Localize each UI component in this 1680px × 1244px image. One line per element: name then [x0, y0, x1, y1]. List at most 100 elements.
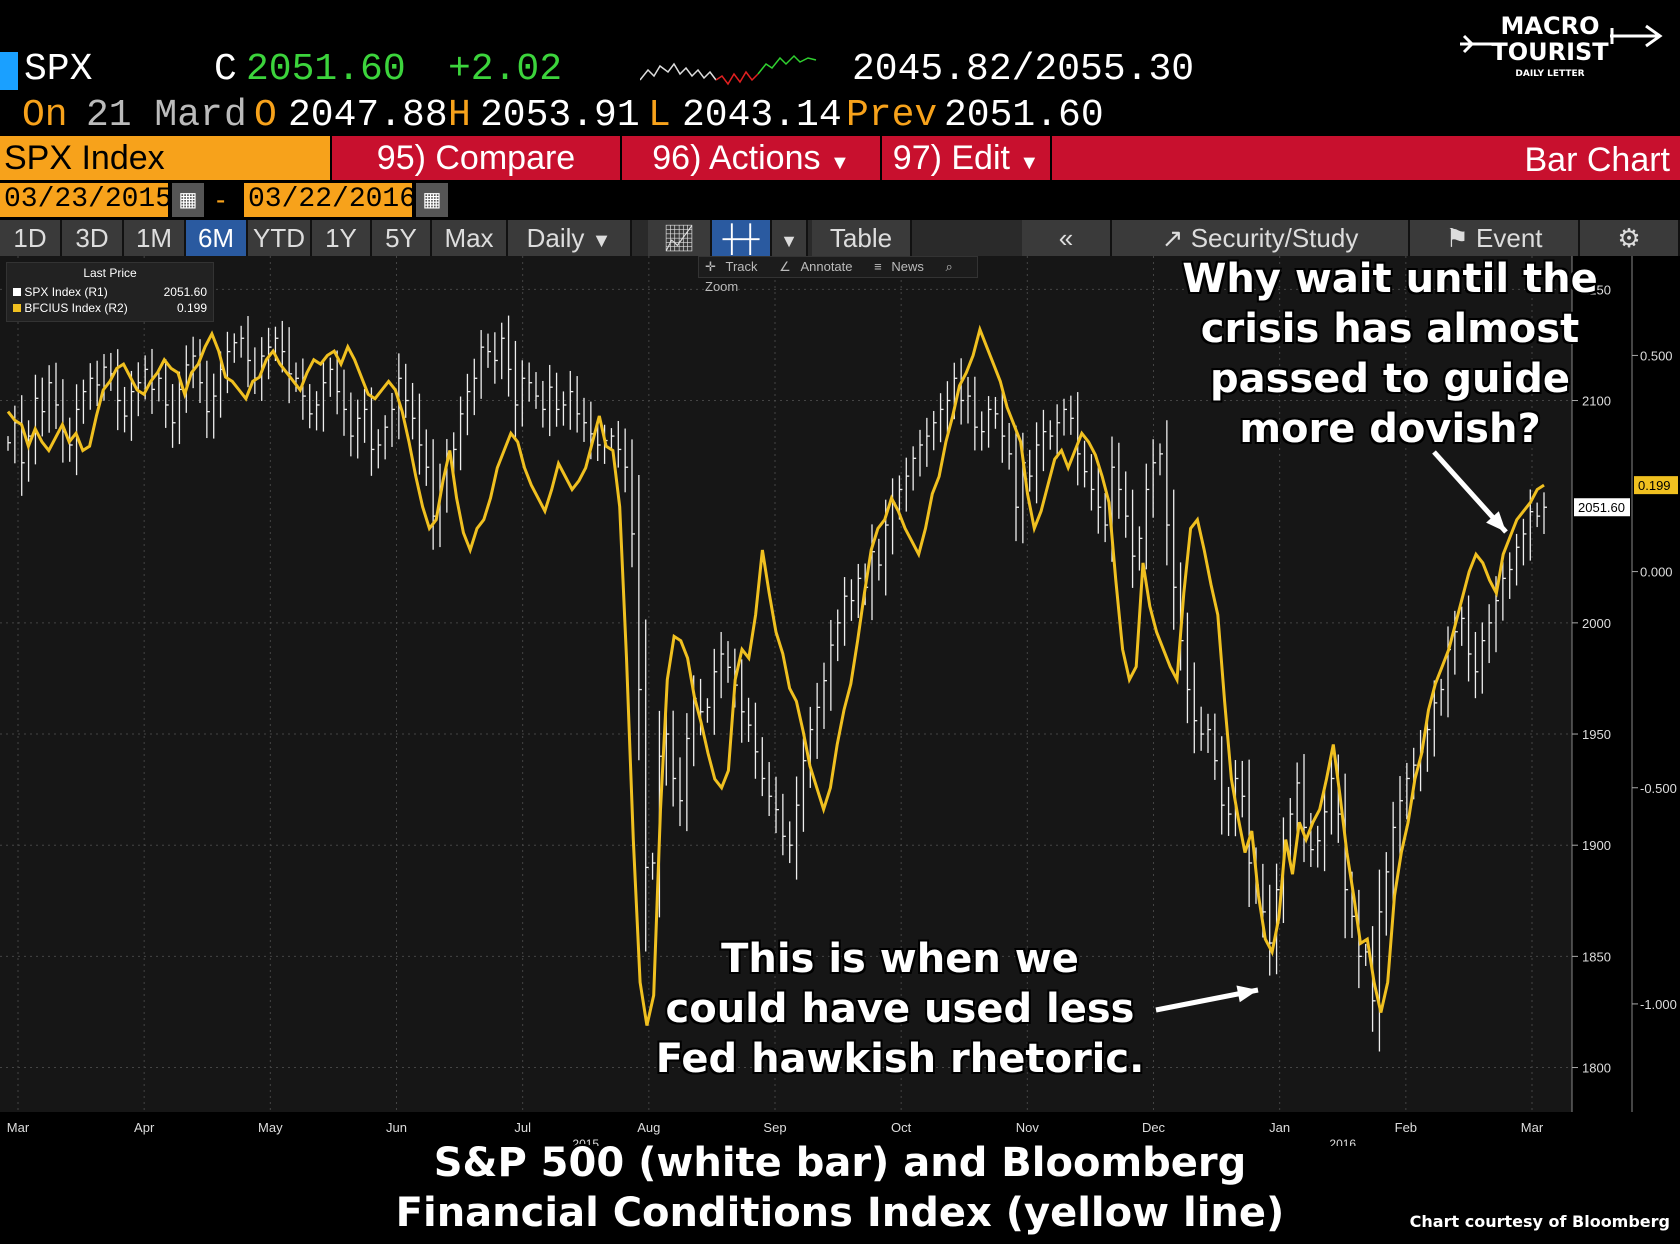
chart-area[interactable]: Mar Apr May Jun Jul Aug Sep Oct Nov Dec Jan Feb Mar 2… [0, 256, 1680, 1146]
y1-tick-label: 2150 [1582, 282, 1611, 297]
year-label: 2016 [1329, 1137, 1356, 1146]
zoom-label: Zoom [705, 279, 739, 294]
edit-button[interactable]: 97) Edit ▼ [880, 136, 1050, 180]
calendar-icon[interactable]: ▦ [416, 183, 448, 217]
range-1y[interactable]: 1Y [312, 220, 372, 256]
x-tick-label: Sep [763, 1120, 786, 1135]
y2-tick-label: 0.500 [1640, 348, 1673, 363]
annotation-line: could have used less [665, 986, 1135, 1032]
actions-label: 96) Actions [652, 139, 821, 177]
x-tick-label: Jun [386, 1120, 407, 1135]
annotation-line: This is when we [721, 936, 1079, 982]
chevron-down-icon: ▼ [780, 231, 798, 251]
range-5y[interactable]: 5Y [372, 220, 432, 256]
macro-tourist-logo: MACRO TOURIST DAILY LETTER [1460, 12, 1663, 79]
y2-tick-label: -1.000 [1640, 997, 1677, 1012]
legend-title: Last Price [83, 266, 137, 280]
range-1m[interactable]: 1M [124, 220, 186, 256]
x-tick-label: Jan [1269, 1120, 1290, 1135]
legend-value: 0.199 [176, 301, 207, 315]
x-tick-label: Nov [1016, 1120, 1040, 1135]
calendar-icon[interactable]: ▦ [172, 183, 204, 217]
d-label: d [224, 94, 247, 137]
open-label: O [254, 94, 277, 137]
range-ytd[interactable]: YTD [248, 220, 312, 256]
event-button[interactable]: ⚑ Event [1410, 220, 1580, 256]
event-label: Event [1476, 223, 1543, 253]
range-3d[interactable]: 3D [62, 220, 124, 256]
chart-type-label[interactable]: Bar Chart [1524, 141, 1671, 179]
y2-tick-label: -0.500 [1640, 781, 1677, 796]
double-chevron-left-icon: « [1058, 223, 1074, 253]
actions-button[interactable]: 96) Actions ▼ [620, 136, 880, 180]
annotation-line: more dovish? [1239, 406, 1541, 452]
x-tick-label: Jul [514, 1120, 531, 1135]
low-value: 2043.14 [682, 94, 842, 137]
spx-last-tag-label: 2051.60 [1578, 500, 1625, 515]
news-tool[interactable]: ≡ News [874, 259, 924, 274]
ticker-marker [0, 52, 18, 90]
chart-subtools: ✛ Track ∠ Annotate ≡ News ⌕ Zoom [698, 256, 978, 294]
bar-chart-icon: ┼┼ [722, 223, 760, 253]
study-icon: ↗ [1161, 223, 1184, 253]
day-range: 2045.82/2055.30 [852, 48, 1195, 91]
caption-line: Financial Conditions Index (yellow line) [395, 1190, 1285, 1236]
news-label: News [891, 259, 924, 274]
spx-last-tag [1574, 498, 1630, 517]
x-tick-label: Mar [7, 1120, 30, 1135]
range-1d[interactable]: 1D [0, 220, 62, 256]
compare-button[interactable]: 95) Compare [330, 136, 620, 180]
track-tool[interactable]: ✛ Track [705, 259, 758, 274]
security-field[interactable]: SPX Index [0, 136, 330, 180]
year-label: 2015 [572, 1137, 599, 1146]
y2-tick-label: 0.000 [1640, 565, 1673, 580]
chart-caption: S&P 500 (white bar) and Bloomberg Financ… [300, 1138, 1380, 1238]
chart-tool-dropdown[interactable]: ▼ [772, 220, 808, 256]
start-date-input[interactable]: 03/23/2015 [0, 183, 172, 217]
x-tick-label: Aug [637, 1120, 660, 1135]
chevron-down-icon: ▼ [829, 152, 850, 174]
zoom-tool[interactable]: ⌕ Zoom [705, 259, 953, 294]
annotate-tool[interactable]: ∠ Annotate [779, 259, 853, 274]
y1-tick-label: 1800 [1582, 1061, 1611, 1076]
ticker: SPX [24, 48, 93, 91]
range-max[interactable]: Max [432, 220, 508, 256]
security-study-label: Security/Study [1190, 223, 1359, 253]
period-select[interactable]: Daily ▼ [508, 220, 632, 256]
sparkline [640, 54, 817, 86]
end-date-input[interactable]: 03/22/2016 [244, 183, 416, 217]
legend-name: BFCIUS Index (R2) [24, 301, 128, 315]
line-chart-tool[interactable]: 📈︎ [648, 220, 712, 256]
caption-line: S&P 500 (white bar) and Bloomberg [433, 1140, 1247, 1186]
low-label: L [648, 94, 671, 137]
annotation-bottom: This is when we could have used less Fed… [600, 934, 1200, 1084]
date-separator: - [216, 184, 226, 215]
flag-icon: ⚑ [1445, 223, 1469, 253]
bfci-last-tag-label: 0.199 [1638, 478, 1671, 493]
annotation-line: passed to guide [1209, 356, 1571, 402]
annotate-label: Annotate [800, 259, 853, 274]
prev-label: Prev [846, 94, 938, 137]
legend-swatch [13, 304, 21, 312]
legend-value: 2051.60 [163, 285, 207, 299]
bar-chart-tool[interactable]: ┼┼ [712, 220, 772, 256]
close-label: C [214, 48, 237, 91]
close-value: 2051.60 [246, 48, 406, 91]
credit: Chart courtesy of Bloomberg [1409, 1212, 1670, 1231]
security-study-button[interactable]: ↗ Security/Study [1112, 220, 1410, 256]
line-chart-icon: 📈︎ [662, 223, 696, 253]
logo-line1: MACRO [1501, 12, 1600, 40]
annotation-line: Fed hawkish rhetoric. [655, 1036, 1145, 1082]
annotation-line: Why wait until the [1182, 256, 1598, 302]
x-tick-label: May [258, 1120, 283, 1135]
x-tick-label: Apr [134, 1120, 155, 1135]
settings-button[interactable]: ⚙ [1580, 220, 1680, 256]
chart-legend: Last Price SPX Index (R1) 2051.60 BFCIUS… [6, 262, 214, 322]
edit-label: 97) Edit [892, 139, 1010, 177]
collapse-button[interactable]: « [1022, 220, 1112, 256]
range-6m[interactable]: 6M [186, 220, 248, 256]
legend-name: SPX Index (R1) [24, 285, 108, 299]
x-tick-label: Dec [1142, 1120, 1166, 1135]
period-label: Daily [526, 223, 585, 253]
table-button[interactable]: Table [812, 220, 912, 256]
